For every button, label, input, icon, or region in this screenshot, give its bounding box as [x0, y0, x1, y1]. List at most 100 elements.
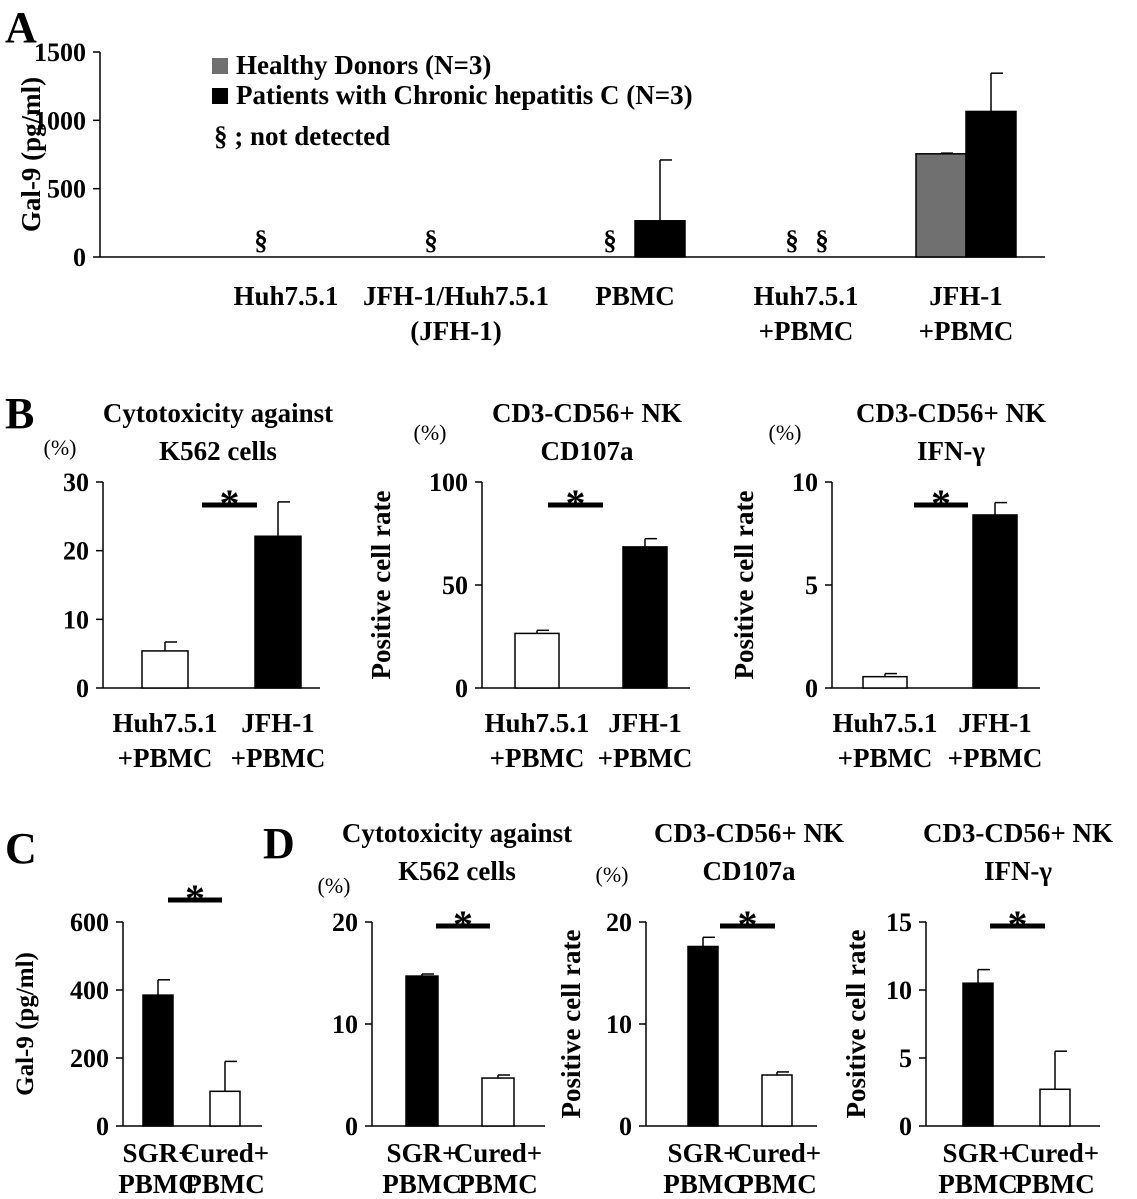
category-label: Huh7.5.1	[832, 708, 937, 738]
panel-letter-c: C	[5, 824, 37, 873]
category-label: PBMC	[595, 281, 674, 311]
bar	[972, 514, 1018, 689]
y-axis-label: Positive cell rate	[729, 491, 759, 680]
legend-swatch	[212, 58, 228, 74]
category-label: Huh7.5.1	[112, 708, 217, 738]
not-detected-mark: §	[603, 225, 617, 255]
y-axis-label: Gal-9 (pg/ml)	[12, 952, 39, 1096]
y-tick-label: 5	[899, 1044, 912, 1073]
y-tick-label: 200	[70, 1044, 109, 1073]
y-tick-label: 50	[442, 571, 468, 600]
not-detected-mark: §	[815, 225, 829, 255]
category-label: Huh7.5.1	[753, 281, 858, 311]
bar	[962, 982, 994, 1127]
category-label: +PBMC	[231, 743, 326, 773]
category-label: JFH-1	[929, 281, 1003, 311]
category-label: SGR+	[943, 1138, 1014, 1168]
category-label: PBMC	[382, 1169, 461, 1199]
y-tick-label: 0	[899, 1112, 912, 1141]
category-label: PBMC	[938, 1169, 1017, 1199]
category-label: PBMC	[185, 1169, 264, 1199]
y-tick-label: 0	[73, 243, 86, 272]
category-label: +PBMC	[838, 743, 933, 773]
y-tick-label: 600	[70, 908, 109, 937]
chart-title: CD3-CD56+ NK	[492, 398, 682, 428]
not-detected-mark: §	[254, 225, 268, 255]
y-tick-label: 0	[96, 1112, 109, 1141]
legend-label: Healthy Donors (N=3)	[236, 50, 491, 80]
category-label: +PBMC	[598, 743, 693, 773]
significance-star: *	[1008, 902, 1028, 947]
chart-title: CD3-CD56+ NK	[654, 818, 844, 848]
significance-star: *	[738, 902, 758, 947]
y-axis-label: Gal-9 (pg/ml)	[16, 77, 46, 232]
panel-letter-d: D	[263, 819, 295, 868]
y-tick-label: 10	[63, 605, 89, 634]
bar	[254, 535, 302, 689]
y-tick-label: 20	[606, 908, 632, 937]
significance-star: *	[453, 902, 473, 947]
bar	[622, 546, 668, 689]
y-tick-label: 20	[63, 537, 89, 566]
y-tick-label: 0	[455, 674, 468, 703]
y-tick-label: 0	[76, 674, 89, 703]
significance-star: *	[185, 876, 205, 921]
category-label: Huh7.5.1	[233, 281, 338, 311]
chart-title: Cytotoxicity against	[103, 398, 333, 428]
category-label: +PBMC	[490, 743, 585, 773]
unit-label: (%)	[596, 862, 629, 887]
category-label: SGR+	[668, 1138, 739, 1168]
y-tick-label: 15	[886, 908, 912, 937]
bar	[142, 994, 174, 1127]
y-tick-label: 0	[805, 674, 818, 703]
bar	[965, 110, 1017, 258]
category-label: Cured+	[1011, 1138, 1099, 1168]
bar	[481, 1077, 515, 1127]
y-axis-label: Positive cell rate	[366, 491, 396, 680]
y-tick-label: 10	[606, 1010, 632, 1039]
category-label: Cured+	[181, 1138, 269, 1168]
legend-label: Patients with Chronic hepatitis C (N=3)	[236, 80, 693, 110]
y-tick-label: 0	[619, 1112, 632, 1141]
category-label: PBMC	[118, 1169, 197, 1199]
bar	[761, 1074, 793, 1127]
category-label: Cured+	[733, 1138, 821, 1168]
y-axis-label: Positive cell rate	[841, 930, 871, 1119]
bar	[514, 632, 560, 689]
category-label: PBMC	[1015, 1169, 1094, 1199]
chart-title: CD107a	[541, 436, 634, 466]
category-label: +PBMC	[759, 316, 854, 346]
y-axis-label: Positive cell rate	[556, 930, 586, 1119]
category-label: JFH-1	[958, 708, 1032, 738]
chart-title: IFN-γ	[984, 856, 1052, 886]
category-label: PBMC	[458, 1169, 537, 1199]
y-tick-label: 1000	[34, 106, 86, 135]
y-tick-label: 400	[70, 976, 109, 1005]
not-detected-mark: §	[424, 225, 438, 255]
category-label: JFH-1/Huh7.5.1	[363, 281, 549, 311]
category-label: PBMC	[737, 1169, 816, 1199]
y-tick-label: 10	[886, 976, 912, 1005]
category-label: PBMC	[663, 1169, 742, 1199]
bar	[405, 975, 439, 1127]
unit-label: (%)	[769, 420, 802, 445]
category-label: +PBMC	[948, 743, 1043, 773]
category-label: JFH-1	[608, 708, 682, 738]
chart-title: K562 cells	[398, 856, 516, 886]
unit-label: (%)	[318, 873, 351, 898]
chart-title: K562 cells	[159, 436, 277, 466]
bar	[862, 675, 908, 689]
unit-label: (%)	[414, 420, 447, 445]
y-tick-label: 1500	[34, 38, 86, 67]
bar	[687, 945, 719, 1127]
panel-letter-a: A	[5, 3, 37, 52]
y-tick-label: 30	[63, 468, 89, 497]
y-tick-label: 0	[345, 1112, 358, 1141]
category-label: Huh7.5.1	[484, 708, 589, 738]
panel-letter-b: B	[5, 389, 34, 438]
significance-star: *	[220, 481, 240, 526]
y-tick-label: 20	[332, 908, 358, 937]
legend-swatch	[212, 88, 228, 104]
category-label: SGR+	[123, 1138, 194, 1168]
